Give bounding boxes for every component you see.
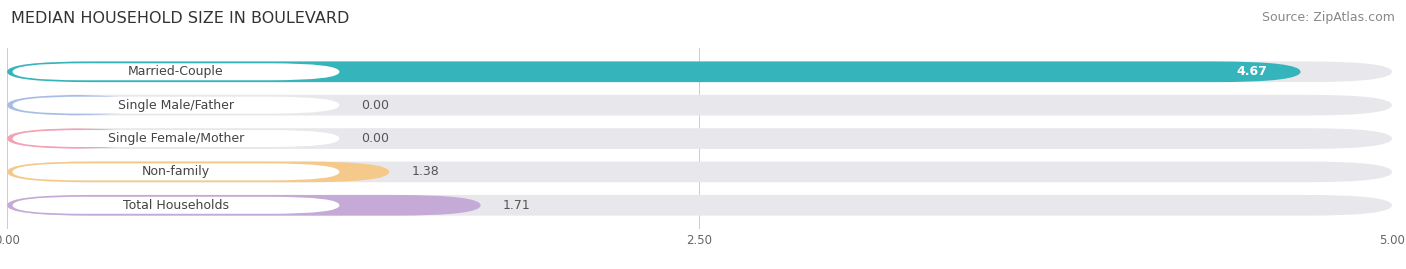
FancyBboxPatch shape (7, 61, 1301, 82)
Text: Non-family: Non-family (142, 165, 209, 178)
FancyBboxPatch shape (7, 128, 145, 149)
FancyBboxPatch shape (13, 164, 339, 180)
FancyBboxPatch shape (13, 97, 339, 114)
Text: Single Male/Father: Single Male/Father (118, 99, 233, 112)
Text: 1.38: 1.38 (412, 165, 439, 178)
FancyBboxPatch shape (7, 162, 389, 182)
FancyBboxPatch shape (7, 95, 1392, 115)
FancyBboxPatch shape (7, 61, 1392, 82)
FancyBboxPatch shape (13, 197, 339, 214)
Text: Married-Couple: Married-Couple (128, 65, 224, 78)
FancyBboxPatch shape (7, 195, 481, 216)
Text: MEDIAN HOUSEHOLD SIZE IN BOULEVARD: MEDIAN HOUSEHOLD SIZE IN BOULEVARD (11, 11, 350, 26)
Text: Total Households: Total Households (122, 199, 229, 212)
FancyBboxPatch shape (13, 130, 339, 147)
Text: 0.00: 0.00 (361, 99, 389, 112)
FancyBboxPatch shape (7, 95, 145, 115)
Text: 1.71: 1.71 (503, 199, 530, 212)
FancyBboxPatch shape (7, 162, 1392, 182)
Text: 4.67: 4.67 (1236, 65, 1267, 78)
Text: Single Female/Mother: Single Female/Mother (108, 132, 245, 145)
FancyBboxPatch shape (13, 63, 339, 80)
FancyBboxPatch shape (7, 128, 1392, 149)
Text: Source: ZipAtlas.com: Source: ZipAtlas.com (1261, 11, 1395, 24)
FancyBboxPatch shape (7, 195, 1392, 216)
Text: 0.00: 0.00 (361, 132, 389, 145)
